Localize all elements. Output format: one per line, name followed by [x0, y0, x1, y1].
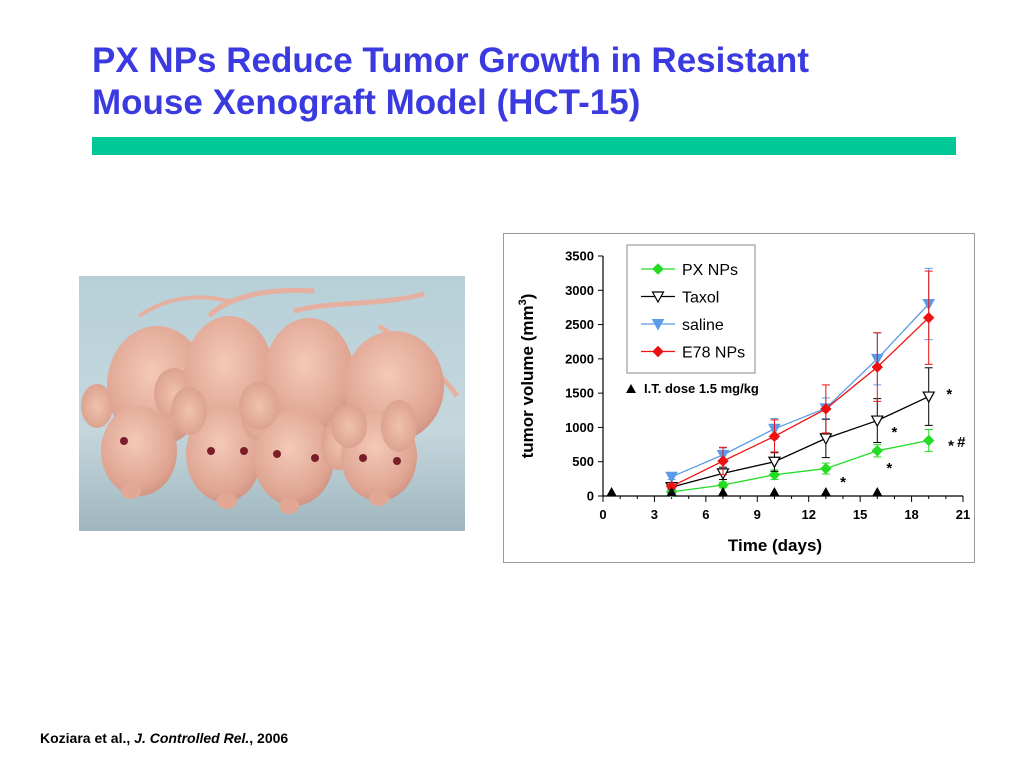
legend-label: Taxol: [682, 290, 719, 307]
dose-marker: [769, 487, 780, 496]
data-point: [820, 403, 832, 415]
data-point: [922, 391, 936, 404]
data-point: [871, 361, 883, 373]
legend-marker: [651, 319, 665, 331]
slide-title: PX NPs Reduce Tumor Growth in Resistant …: [92, 40, 972, 124]
x-tick-label: 21: [956, 507, 970, 522]
data-point: [768, 430, 781, 443]
series-e78-nps: [665, 270, 935, 493]
x-tick-label: 15: [853, 507, 867, 522]
data-point: [923, 312, 935, 324]
y-tick-label: 1500: [565, 386, 594, 401]
x-tick-label: 9: [754, 507, 761, 522]
mouse-4: [331, 331, 444, 506]
x-tick-label: 12: [801, 507, 815, 522]
legend-label: saline: [682, 317, 724, 334]
title-accent-bar: [92, 137, 956, 155]
y-tick-label: 2000: [565, 351, 594, 366]
legend-marker: [652, 345, 664, 358]
data-point: [923, 434, 935, 447]
y-tick-label: 1000: [565, 420, 594, 435]
y-tick-label: 0: [587, 489, 594, 504]
y-tick-label: 2500: [565, 317, 594, 332]
citation-year: , 2006: [249, 730, 289, 746]
dose-marker: [872, 487, 883, 496]
dose-marker: [606, 487, 617, 496]
legend-marker: [651, 291, 665, 304]
citation-authors: Koziara et al.,: [40, 730, 131, 746]
dose-marker: [666, 487, 677, 496]
significance-mark: *: [886, 460, 892, 477]
slide-title-line-2: Mouse Xenograft Model (HCT-15): [92, 83, 641, 122]
y-tick-label: 500: [572, 454, 594, 469]
y-axis-label-close: ): [518, 294, 537, 300]
series-line: [671, 439, 929, 493]
significance-mark: *: [946, 386, 952, 403]
dose-marker: [718, 487, 728, 496]
data-point: [665, 471, 678, 484]
data-point: [870, 415, 884, 428]
y-axis-label-sup: 3: [517, 299, 529, 305]
series-line: [671, 303, 930, 478]
legend-label: E78 NPs: [682, 345, 745, 362]
data-point: [871, 445, 883, 457]
y-axis-label-main: tumor volume (mm: [518, 305, 537, 458]
tumor-volume-chart: 0 500 1000 1500 2000 2500 3000 3500 0 3 6 9 12 15 18 21…: [517, 244, 970, 555]
data-point: [767, 456, 781, 469]
x-tick-label: 6: [702, 507, 709, 522]
data-point: [717, 455, 729, 467]
x-tick-label: 3: [651, 507, 658, 522]
x-tick-label: 0: [599, 507, 606, 522]
y-axis-label: tumor volume (mm3): [517, 294, 537, 459]
significance-mark: #: [957, 434, 966, 451]
legend-label: PX NPs: [682, 262, 738, 279]
significance-mark: *: [948, 438, 954, 455]
data-point: [768, 469, 781, 481]
y-tick-label: 3500: [565, 249, 594, 264]
data-point: [820, 462, 832, 475]
mice-photo: [79, 276, 465, 531]
dose-legend-marker: [626, 384, 636, 393]
data-point: [819, 433, 833, 446]
significance-mark: *: [892, 424, 898, 441]
dose-marker: [820, 487, 831, 496]
series-line: [671, 317, 930, 487]
series-line: [671, 395, 929, 488]
citation-journal: J. Controlled Rel.: [134, 730, 250, 746]
dose-legend-label: I.T. dose 1.5 mg/kg: [644, 381, 759, 396]
y-tick-label: 3000: [565, 283, 594, 298]
slide-title-line-1: PX NPs Reduce Tumor Growth in Resistant: [92, 41, 809, 80]
x-axis-label: Time (days): [728, 536, 822, 555]
significance-mark: *: [840, 474, 846, 491]
legend-marker: [652, 263, 664, 275]
x-tick-label: 18: [904, 507, 918, 522]
legend: PX NPs Taxol saline E78 NPs: [626, 244, 756, 374]
citation: Koziara et al., J. Controlled Rel., 2006: [40, 730, 288, 746]
